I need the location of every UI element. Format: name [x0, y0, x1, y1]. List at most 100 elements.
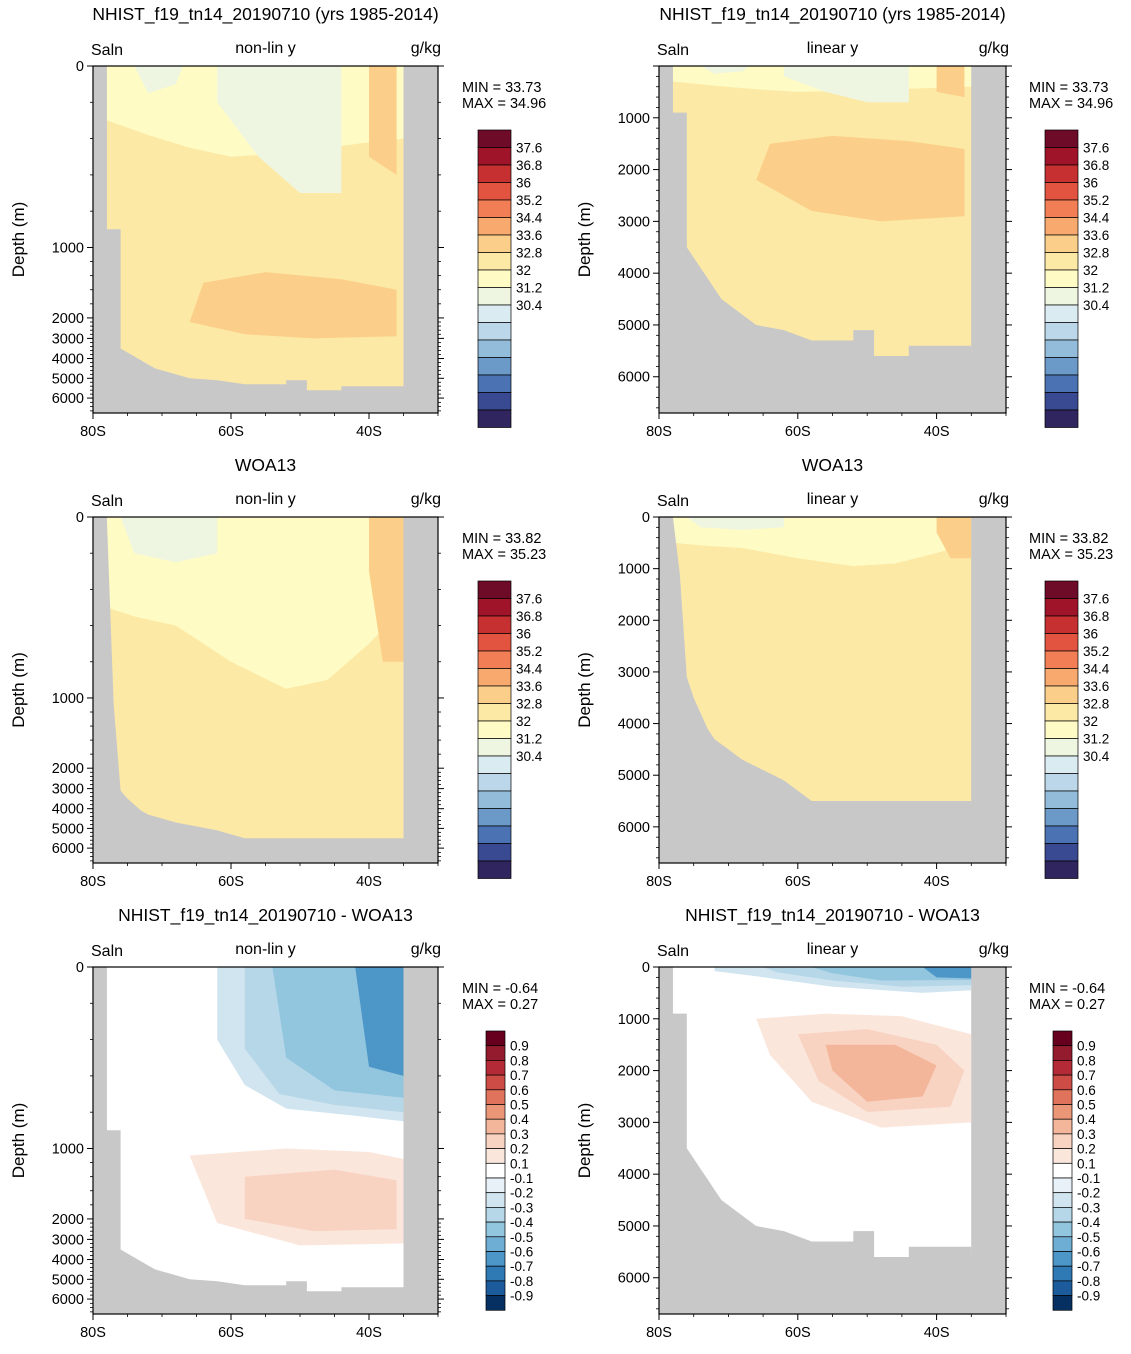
- y-tick-label: 4000: [52, 352, 84, 368]
- colorbar-tick-label: 0.3: [1077, 1127, 1096, 1142]
- min-value-label: MIN = -0.64: [1029, 981, 1105, 997]
- panel-title: NHIST_f19_tn14_20190710 - WOA13: [118, 905, 413, 926]
- colorbar-box: [477, 598, 512, 617]
- colorbar-box: [477, 773, 512, 792]
- x-tick-label: 60S: [218, 1325, 244, 1341]
- x-tick-label: 80S: [80, 874, 106, 890]
- colorbar-box: [477, 164, 512, 183]
- x-tick-label: 60S: [785, 424, 811, 440]
- colorbar-box: [1052, 1251, 1073, 1267]
- y-tick-label: 5000: [618, 318, 650, 334]
- colorbar-tick-label: -0.3: [1077, 1200, 1100, 1215]
- colorbar-tick-label: 0.5: [1077, 1098, 1096, 1113]
- colorbar-box: [1044, 615, 1079, 634]
- colorbar-box: [1044, 843, 1079, 862]
- colorbar-box: [485, 1089, 506, 1105]
- salinity-band-36-deep: [189, 272, 397, 339]
- colorbar-tick-label: 32: [516, 714, 531, 729]
- y-tick-label: 0: [642, 510, 650, 526]
- colorbar-tick-label: 33.6: [516, 679, 542, 694]
- colorbar-tick-label: 37.6: [1083, 141, 1109, 156]
- x-tick-label: 40S: [356, 874, 382, 890]
- colorbar-box: [477, 269, 512, 288]
- colorbar-tick-label: 35.2: [1083, 193, 1109, 208]
- y-scale-label: non-lin y: [235, 491, 295, 508]
- colorbar-tick-label: -0.3: [510, 1200, 533, 1215]
- y-tick-label: 6000: [52, 1292, 84, 1308]
- y-tick-label: 0: [76, 59, 84, 75]
- colorbar-box: [1052, 1030, 1073, 1047]
- colorbar-tick-label: -0.7: [1077, 1259, 1100, 1274]
- x-tick-label: 80S: [646, 1325, 672, 1341]
- y-tick-label: 2000: [52, 1212, 84, 1228]
- colorbar-box: [1044, 304, 1079, 323]
- colorbar-box: [1044, 808, 1079, 827]
- colorbar-box: [477, 860, 512, 879]
- colorbar-box: [1044, 860, 1079, 879]
- y-tick-label: 6000: [52, 841, 84, 857]
- colorbar-tick-label: 31.2: [516, 281, 542, 296]
- colorbar-tick-label: 30.4: [516, 298, 543, 313]
- x-tick-label: 60S: [785, 1325, 811, 1341]
- colorbar-tick-label: 0.5: [510, 1098, 529, 1113]
- colorbar-box: [1044, 790, 1079, 809]
- colorbar-box: [477, 808, 512, 827]
- colorbar-tick-label: 33.6: [1083, 679, 1109, 694]
- colorbar-tick-label: -0.8: [1077, 1274, 1100, 1289]
- colorbar-box: [1052, 1221, 1073, 1238]
- x-tick-label: 60S: [785, 874, 811, 890]
- variable-label: Saln: [657, 943, 689, 960]
- colorbar-tick-label: 0.1: [510, 1156, 529, 1171]
- variable-label: Saln: [657, 42, 689, 59]
- colorbar-box: [477, 755, 512, 774]
- x-tick-label: 40S: [924, 424, 950, 440]
- colorbar-tick-label: -0.9: [1077, 1289, 1100, 1304]
- colorbar-box: [1044, 164, 1079, 183]
- colorbar-box: [1044, 269, 1079, 288]
- colorbar-box: [477, 825, 512, 844]
- colorbar-box: [1044, 199, 1079, 218]
- colorbar-box: [1052, 1118, 1073, 1135]
- colorbar-tick-label: 36: [516, 176, 531, 191]
- colorbar-box: [477, 668, 512, 687]
- land-mask-south: [659, 66, 673, 413]
- colorbar-tick-label: 34.4: [1083, 211, 1110, 226]
- salinity-band-36-deep: [756, 135, 965, 222]
- salinity-band-36-surface: [369, 66, 397, 175]
- colorbar-box: [1052, 1236, 1073, 1252]
- y-axis-label: Depth (m): [9, 1103, 28, 1179]
- y-tick-label: 3000: [618, 1115, 650, 1131]
- min-value-label: MIN = 33.82: [462, 531, 541, 547]
- colorbar-box: [1052, 1089, 1073, 1105]
- colorbar-tick-label: 34.4: [516, 662, 543, 677]
- colorbar-box: [1052, 1060, 1073, 1076]
- y-tick-label: 2000: [618, 163, 650, 179]
- colorbar-tick-label: 32: [1083, 714, 1098, 729]
- seafloor-bathymetry: [659, 66, 972, 413]
- variable-label: Saln: [91, 943, 123, 960]
- colorbar-box: [485, 1295, 506, 1311]
- colorbar-box: [1044, 633, 1079, 652]
- units-label: g/kg: [979, 40, 1009, 57]
- land-mask-north: [403, 967, 438, 1314]
- colorbar-box: [1044, 668, 1079, 687]
- colorbar-box: [1044, 738, 1079, 757]
- min-value-label: MIN = 33.73: [462, 80, 541, 96]
- y-tick-label: 1000: [52, 240, 84, 256]
- colorbar-box: [485, 1030, 506, 1047]
- colorbar-box: [1044, 182, 1079, 201]
- colorbar-tick-label: 37.6: [516, 592, 542, 607]
- colorbar-box: [477, 304, 512, 323]
- colorbar-tick-label: -0.9: [510, 1289, 533, 1304]
- colorbar-tick-label: 34.4: [516, 211, 543, 226]
- colorbar-tick-label: 0.1: [1077, 1156, 1096, 1171]
- colorbar-box: [477, 650, 512, 669]
- colorbar-box: [1044, 287, 1079, 306]
- land-mask-north: [971, 66, 1006, 413]
- colorbar-box: [1052, 1148, 1073, 1164]
- y-tick-label: 5000: [52, 1272, 84, 1288]
- salinity-band-33-6: [783, 66, 909, 103]
- salinity-band-33-6: [686, 517, 784, 530]
- colorbar-box: [485, 1045, 506, 1061]
- y-scale-label: linear y: [807, 941, 859, 958]
